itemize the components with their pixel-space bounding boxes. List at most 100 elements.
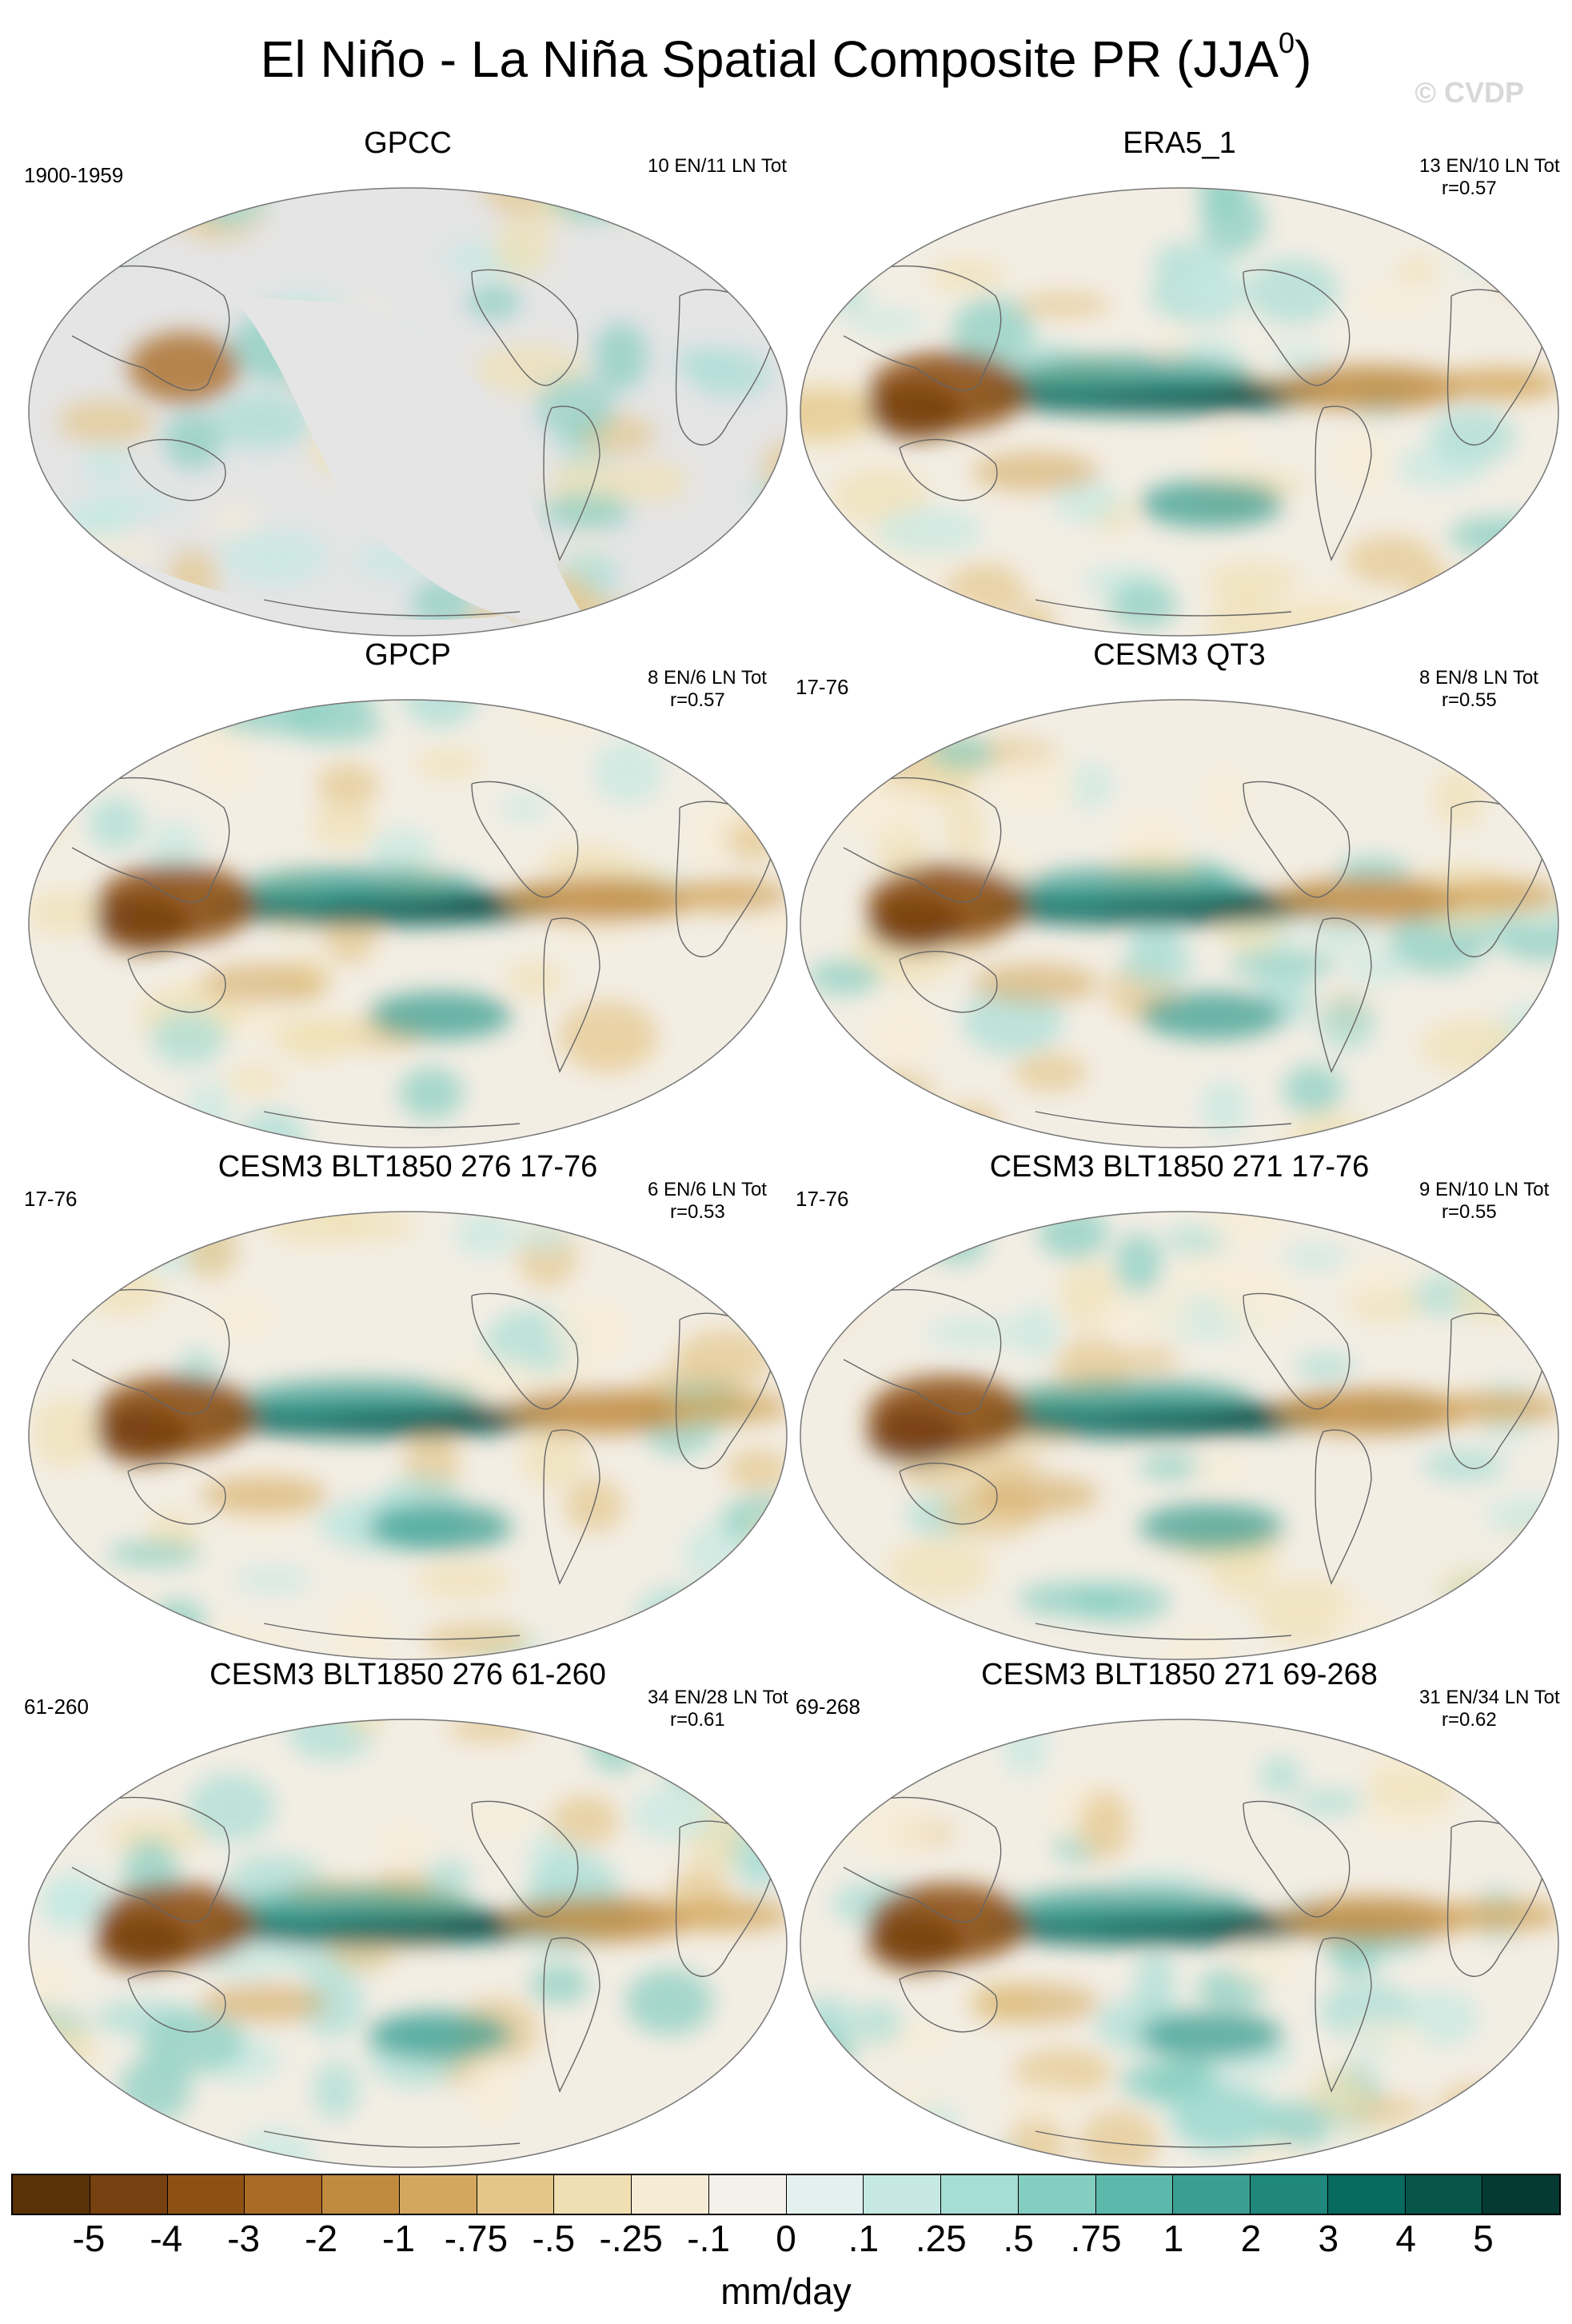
panel-correlation: r=0.55	[1442, 1201, 1497, 1223]
colorbar-tick-label: .25	[915, 2218, 967, 2259]
coastlines	[71, 1796, 776, 2148]
anomaly-blob	[1333, 428, 1393, 493]
coastline	[263, 2130, 521, 2148]
colorbar-swatch	[554, 2175, 632, 2214]
anomaly-blob	[493, 216, 553, 277]
anomaly-blob	[1092, 1294, 1195, 1336]
coastlines	[71, 777, 776, 1128]
map-panel: CESM3 BLT1850 276 61-260 61-260 34 EN/28 L…	[24, 1659, 792, 2171]
anomaly-blob	[1227, 951, 1337, 978]
anomaly-blob	[32, 1397, 99, 1468]
map-panel: GPCC 1900-1959 10 EN/11 LN Tot	[24, 128, 792, 640]
anomaly-blob	[29, 2063, 74, 2123]
anomaly-blob	[29, 2110, 122, 2154]
anomaly-blob	[800, 388, 870, 438]
coastline	[71, 777, 230, 903]
precip-anomaly-map	[800, 1211, 1559, 1660]
anomaly-blob	[1255, 1578, 1355, 1645]
colorbar-swatch	[864, 2175, 941, 2214]
map-outline	[800, 699, 1559, 1148]
anomaly-blob	[1505, 1238, 1558, 1288]
anomaly-blob	[313, 2060, 359, 2121]
coastline	[471, 1800, 579, 1918]
coastline	[1035, 2130, 1292, 2148]
anomaly-blob	[688, 803, 729, 869]
coastline	[263, 1623, 521, 1640]
anomaly-blob	[901, 599, 994, 636]
anomaly-blob	[240, 867, 480, 908]
anomaly-blob	[629, 1785, 717, 1841]
precip-anomaly-map	[28, 1719, 788, 2168]
anomaly-blob	[96, 1408, 192, 1463]
anomaly-blob	[972, 964, 1099, 1004]
anomaly-blob	[29, 1091, 50, 1116]
anomaly-blob	[650, 1112, 703, 1148]
ocean-mask	[29, 296, 584, 636]
anomaly-blob	[29, 1272, 73, 1297]
anomaly-blob	[1271, 344, 1331, 369]
anomaly-blob	[37, 1212, 91, 1247]
anomaly-blob	[398, 1067, 464, 1120]
panel-event-count: 8 EN/6 LN Tot	[648, 667, 767, 689]
panel-correlation: r=0.55	[1442, 689, 1497, 711]
coastline	[1243, 269, 1351, 386]
anomaly-blob	[1346, 2096, 1426, 2125]
anomaly-blob	[186, 1080, 230, 1143]
anomaly-blob	[499, 794, 550, 821]
anomaly-blob	[45, 1871, 112, 1919]
anomaly-blob	[1247, 258, 1339, 325]
anomaly-blob	[719, 729, 787, 793]
anomaly-blob	[1319, 997, 1375, 1051]
coastline	[1315, 405, 1372, 561]
anomaly-blob	[504, 1897, 696, 1942]
anomaly-blob	[684, 2153, 744, 2167]
colorbar-tick-label: .1	[848, 2218, 880, 2259]
anomaly-blob	[972, 1983, 1099, 2023]
anomaly-blob	[1079, 1790, 1131, 1861]
anomaly-blob	[549, 1795, 620, 1847]
anomaly-blob	[1139, 1503, 1283, 1551]
figure-title-superscript: 0	[1279, 26, 1295, 59]
coastline	[471, 781, 579, 898]
anomaly-blob	[1275, 365, 1467, 410]
anomaly-blob	[800, 1582, 885, 1650]
anomaly-blob	[613, 460, 689, 504]
coastline	[899, 950, 998, 1013]
anomaly-blob	[1347, 286, 1442, 313]
panel-title: CESM3 QT3	[1093, 638, 1266, 672]
colorbar-tick-label: -.5	[532, 2218, 576, 2259]
anomaly-blob	[876, 507, 983, 556]
anomaly-blob	[592, 738, 664, 805]
anomaly-blob	[66, 188, 119, 210]
anomaly-blob	[1434, 767, 1485, 830]
anomaly-blob	[852, 1071, 937, 1120]
precip-anomaly-map	[28, 1211, 788, 1660]
panel-title: CESM3 BLT1850 276 61-260	[209, 1658, 606, 1691]
colorbar-swatch	[1095, 2175, 1174, 2214]
anomaly-blob	[800, 188, 864, 221]
anomaly-blob	[1346, 953, 1407, 984]
anomaly-blob	[736, 567, 787, 605]
anomaly-blob	[868, 896, 964, 952]
colorbar-tick-label: 2	[1240, 2218, 1262, 2259]
precip-anomaly-map	[800, 699, 1559, 1148]
anomaly-blob	[1347, 2019, 1427, 2048]
anomaly-blob	[128, 332, 240, 404]
anomaly-blob	[944, 1450, 1040, 1481]
coastline	[1315, 917, 1372, 1073]
anomaly-blob	[1283, 1244, 1349, 1270]
anomaly-blob	[44, 1735, 103, 1796]
anomaly-blob	[29, 2143, 98, 2167]
anomaly-blob	[1179, 258, 1243, 311]
anomaly-blob	[836, 778, 935, 837]
anomaly-blob	[505, 960, 565, 998]
anomaly-blob	[748, 1587, 787, 1619]
anomaly-blob	[58, 399, 154, 445]
anomaly-blob	[692, 701, 787, 748]
colorbar-tick-label: -3	[227, 2218, 261, 2259]
anomaly-blob	[1011, 867, 1251, 908]
panel-event-count: 10 EN/11 LN Tot	[648, 155, 787, 177]
panel-title: GPCP	[365, 638, 451, 672]
map-outline	[28, 1211, 788, 1660]
panel-period-label: 61-260	[24, 1695, 89, 1719]
